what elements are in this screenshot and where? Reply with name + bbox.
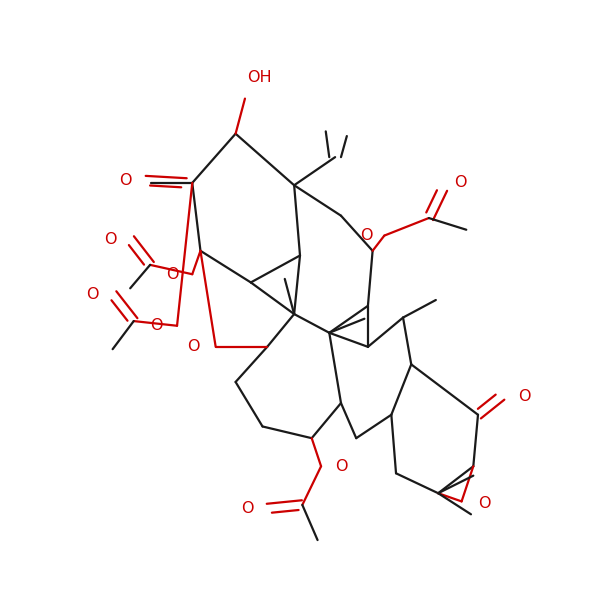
Text: O: O	[151, 318, 163, 333]
Text: O: O	[104, 232, 116, 247]
Text: O: O	[335, 459, 347, 474]
Text: O: O	[241, 501, 253, 516]
Text: O: O	[360, 228, 373, 243]
Text: OH: OH	[247, 70, 271, 85]
Text: O: O	[478, 496, 490, 511]
Text: O: O	[166, 267, 178, 282]
Text: O: O	[119, 173, 131, 188]
Text: O: O	[187, 340, 199, 355]
Text: O: O	[518, 389, 530, 404]
Text: O: O	[455, 175, 467, 190]
Text: O: O	[86, 287, 98, 302]
